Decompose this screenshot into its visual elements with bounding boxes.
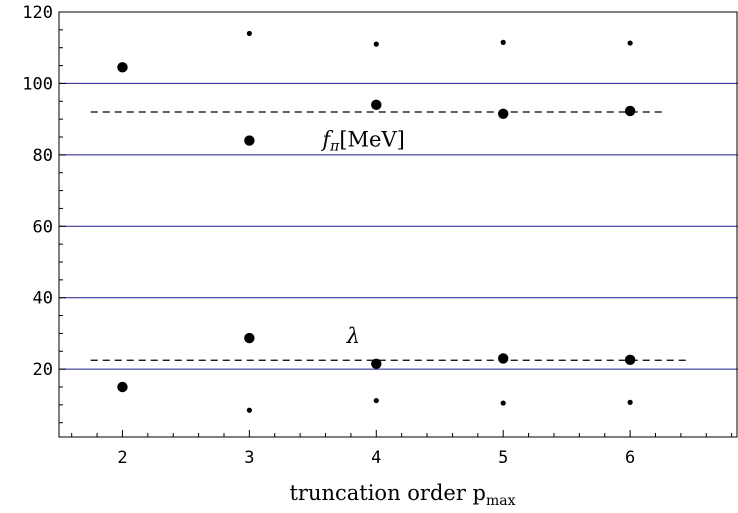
- point-s0-5: [498, 108, 509, 119]
- y-tick-label: 60: [33, 217, 53, 237]
- x-axis-title-sub: max: [486, 493, 516, 509]
- y-tick-label: 80: [33, 146, 53, 166]
- x-tick-label: 3: [244, 448, 254, 468]
- x-tick-label: 4: [371, 448, 381, 468]
- x-axis-title-main: truncation order p: [289, 481, 486, 505]
- x-tick-label: 6: [625, 448, 635, 468]
- grid-lines: [59, 82, 738, 370]
- reference-label-sub: π: [329, 139, 340, 155]
- point-s3-4: [373, 397, 379, 404]
- point-s1-3: [246, 30, 252, 37]
- point-s0-2: [117, 62, 128, 73]
- y-tick-label: 40: [33, 289, 53, 309]
- data-points: [117, 30, 636, 413]
- plot-frame: [58, 11, 738, 438]
- y-tick-label: 20: [33, 360, 53, 380]
- point-s2-4: [371, 358, 382, 369]
- annotations: fπ[MeV] λ: [320, 128, 404, 348]
- point-s3-6: [627, 399, 633, 405]
- y-tick-label: 100: [22, 74, 53, 94]
- reference-label-main: λ: [346, 324, 360, 348]
- x-tick-label: 5: [498, 448, 508, 468]
- point-s0-6: [624, 105, 636, 117]
- reference-label-0: fπ[MeV]: [320, 128, 404, 155]
- x-tick-label: 2: [117, 448, 127, 468]
- point-s1-5: [500, 39, 506, 45]
- x-axis-title: truncation order pmax: [289, 481, 515, 509]
- point-s3-3: [246, 407, 252, 413]
- point-s1-4: [373, 41, 379, 47]
- reference-label-main: f: [320, 128, 333, 152]
- point-s0-3: [244, 135, 255, 146]
- reference-label-unit: [MeV]: [339, 128, 404, 152]
- tick-labels: 20 40 60 80 100 120 2 3 4 5 6: [22, 3, 635, 468]
- reference-lines: [90, 111, 688, 361]
- point-s3-5: [500, 400, 506, 406]
- point-s2-6: [624, 354, 636, 366]
- reference-label-1: λ: [346, 324, 360, 348]
- point-s2-2: [117, 381, 128, 393]
- axis-ticks: [59, 11, 733, 437]
- point-s2-3: [244, 332, 255, 344]
- point-s2-5: [498, 353, 509, 364]
- y-tick-label: 120: [22, 3, 53, 23]
- point-s1-6: [627, 40, 633, 46]
- point-s0-4: [371, 99, 382, 111]
